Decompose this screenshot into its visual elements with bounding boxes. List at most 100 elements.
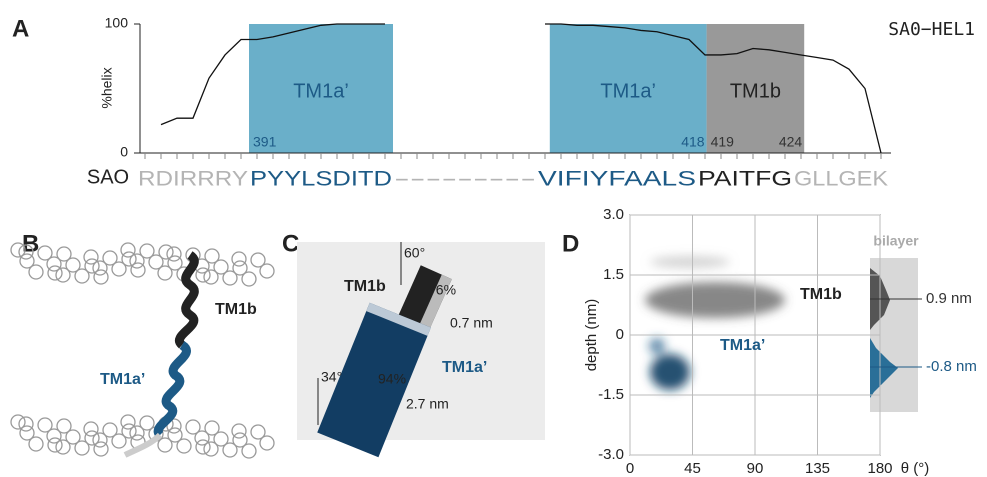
percent-label: 76% [428,282,456,298]
lipid [56,418,72,434]
region [249,24,393,153]
y-tick-label: 1.5 [603,266,624,283]
lipid [148,254,164,270]
lipid [203,441,219,457]
lipid [167,427,183,443]
lipid [37,245,53,261]
lipid [250,424,266,440]
side-label: bilayer [873,233,919,249]
lipid [231,251,247,267]
sequence-segment: VIFIYFAALS [538,168,696,191]
lipid [92,260,108,276]
lipid [46,256,62,272]
lipid [241,271,257,287]
lipid [10,242,26,258]
lipid [259,435,275,451]
lipid [222,270,238,286]
lipid [139,415,155,431]
lipid [129,253,145,269]
panel-label: A [12,15,29,42]
y-axis-label: %helix [99,67,115,108]
x-tick-label: 135 [805,460,830,477]
x-axis-label: θ (°) [901,460,930,477]
y-axis-label: depth (nm) [583,299,600,372]
helix-label: TM1a’ [442,359,487,376]
helix-line [160,23,882,154]
lipid [92,432,108,448]
lipid [83,421,99,437]
lipid [259,263,275,279]
lipid [120,242,136,258]
lipid [28,436,44,452]
lipid [19,253,35,269]
lipid [19,425,35,441]
depth-label: 0.9 nm [926,290,972,307]
lipid [47,265,63,281]
helix-label: TM1b [344,278,386,295]
angle-label: 60° [404,245,425,261]
y-tick-label: 0 [616,326,624,343]
region-label: TM1b [730,80,781,102]
length-label: 2.7 nm [406,396,449,412]
lipid [111,261,127,277]
panel-label: C [282,230,299,257]
depth-label: -0.8 nm [926,358,977,375]
lipid [65,257,81,273]
lipid [139,243,155,259]
lipid [111,433,127,449]
lipid [166,246,182,262]
sequence-segment: PYYLSDITD [250,168,392,191]
sequence-segment: RDIRRRY [138,168,248,191]
sequence-segment: --------- [394,168,536,191]
lipid [195,439,211,455]
region-label: TM1a’ [600,80,656,102]
lipid [120,414,136,430]
lipid [83,249,99,265]
panel-label: D [562,230,579,257]
lipid [121,423,137,439]
residue-number: 391 [253,134,277,150]
lipid [18,416,34,432]
lipid [47,437,63,453]
x-tick-label: 0 [626,460,634,477]
region [549,24,707,153]
lipid [84,258,100,274]
lipid [46,428,62,444]
lipid [93,269,109,285]
panel-label: B [22,230,39,257]
lipid [93,441,109,457]
lipid [55,439,71,455]
lipid [203,269,219,285]
region-label: TM1a’ [293,80,349,102]
lipid [37,417,53,433]
length-label: 0.7 nm [450,315,493,331]
angle-label: 34° [321,369,342,385]
residue-number: 419 [711,134,735,150]
lipid [10,414,26,430]
region [706,24,805,153]
cylinder-diagram [317,242,452,458]
lipid [74,268,90,284]
density-cloud [645,256,785,390]
percent-label: 94% [378,371,406,387]
lipid [158,244,174,260]
lipid [176,438,192,454]
y-tick-label: -1.5 [598,386,624,403]
lipid [74,440,90,456]
figure-label: SA0−HEL1 [888,19,975,40]
lipid [185,419,201,435]
y-tick-label: 3.0 [603,206,624,223]
lipid [130,262,146,278]
lipid [241,443,257,459]
cluster-label: TM1b [800,286,842,303]
y-tick-label: 100 [105,15,129,31]
lipid [157,437,173,453]
x-tick-label: 90 [747,460,764,477]
lipid [157,265,173,281]
lipid [213,431,229,447]
lipid [121,251,137,267]
lipid [166,418,182,434]
lipid [65,429,81,445]
residue-number: 418 [681,134,705,150]
sequence-segment: PAITFG [698,168,792,191]
